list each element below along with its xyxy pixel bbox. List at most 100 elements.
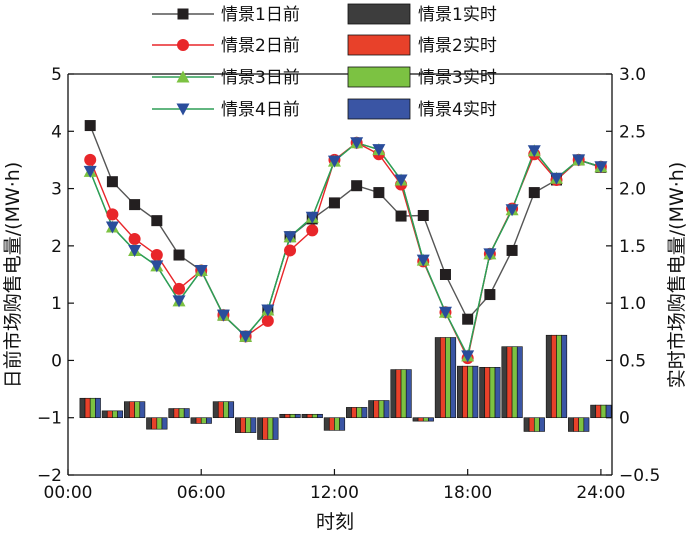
bar-e68385e699af1e5ae9ee697b6-h20 — [501, 346, 508, 419]
legend-label-e68385e699af2e697a5e5898d: 情景2日前 — [221, 36, 300, 56]
y-right-tick-label: −0.5 — [619, 466, 660, 486]
legend-marker-e68385e699af4e697a5e5898d — [176, 103, 190, 116]
legend-label-e68385e699af1e5ae9ee697b6: 情景1实时 — [418, 5, 497, 25]
point-e68385e699af1e697a5e5898d-h16 — [417, 209, 429, 221]
bar-e68385e699af2e5ae9ee697b6-h2 — [106, 410, 113, 419]
bar-e68385e699af4e5ae9ee697b6-h1 — [95, 397, 101, 419]
legend-label-e68385e699af4e5ae9ee697b6: 情景4实时 — [418, 100, 497, 120]
point-e68385e699af4e697a5e5898d-h12 — [327, 155, 341, 168]
bar-e68385e699af3e5ae9ee697b6-h5 — [178, 408, 185, 419]
bar-e68385e699af4e5ae9ee697b6-h8 — [250, 417, 257, 433]
bar-e68385e699af3e5ae9ee697b6-h24 — [600, 404, 607, 419]
point-e68385e699af4e697a5e5898d-h6 — [194, 264, 208, 277]
x-tick-label: 18:00 — [443, 483, 492, 503]
bar-e68385e699af2e5ae9ee697b6-h8 — [240, 417, 246, 433]
bar-e68385e699af3e5ae9ee697b6-h22 — [556, 334, 562, 419]
point-e68385e699af4e697a5e5898d-h17 — [438, 306, 452, 319]
bar-e68385e699af3e5ae9ee697b6-h3 — [134, 401, 141, 419]
point-e68385e699af1e697a5e5898d-h15 — [395, 210, 407, 222]
bar-e68385e699af1e5ae9ee697b6-h15 — [390, 369, 397, 419]
bar-e68385e699af4e5ae9ee697b6-h24 — [605, 404, 612, 419]
bar-e68385e699af3e5ae9ee697b6-h12 — [334, 417, 340, 431]
legend-label-e68385e699af4e697a5e5898d: 情景4日前 — [221, 100, 300, 120]
bar-e68385e699af2e5ae9ee697b6-h23 — [573, 417, 579, 432]
bar-e68385e699af3e5ae9ee697b6-h1 — [89, 397, 96, 419]
y-axis-left-label: 日前市场购售电量/(MW·h) — [2, 162, 24, 389]
legend-swatch-e68385e699af4e5ae9ee697b6 — [347, 98, 411, 120]
point-e68385e699af4e697a5e5898d-h18 — [461, 350, 475, 363]
bar-e68385e699af1e5ae9ee697b6-h6 — [190, 417, 197, 424]
point-e68385e699af2e697a5e5898d-h3 — [128, 232, 141, 245]
point-e68385e699af4e697a5e5898d-h11 — [305, 211, 319, 224]
point-e68385e699af4e697a5e5898d-h23 — [572, 154, 586, 167]
legend-label-e68385e699af1e697a5e5898d: 情景1日前 — [221, 5, 300, 25]
line-e68385e699af2e697a5e5898d — [89, 141, 602, 361]
point-e68385e699af1e697a5e5898d-h12 — [328, 197, 340, 209]
point-e68385e699af1e697a5e5898d-h19 — [484, 289, 496, 301]
bar-e68385e699af1e5ae9ee697b6-h10 — [279, 413, 286, 419]
point-e68385e699af2e697a5e5898d-h10 — [284, 244, 297, 257]
bar-e68385e699af4e5ae9ee697b6-h14 — [383, 400, 390, 419]
bar-e68385e699af2e5ae9ee697b6-h21 — [528, 417, 535, 432]
point-e68385e699af4e697a5e5898d-h21 — [527, 145, 541, 158]
point-e68385e699af1e697a5e5898d-h4 — [151, 215, 163, 227]
bar-e68385e699af3e5ae9ee697b6-h7 — [223, 401, 229, 419]
bar-e68385e699af1e5ae9ee697b6-h16 — [412, 417, 419, 422]
point-e68385e699af2e697a5e5898d-h2 — [106, 208, 119, 221]
bar-e68385e699af1e5ae9ee697b6-h4 — [146, 417, 152, 430]
bar-e68385e699af3e5ae9ee697b6-h13 — [356, 407, 363, 419]
y-left-tick-label: 1 — [51, 294, 62, 314]
bar-e68385e699af2e5ae9ee697b6-h1 — [84, 397, 91, 419]
x-axis-label: 时刻 — [316, 511, 354, 533]
bar-e68385e699af4e5ae9ee697b6-h23 — [583, 417, 590, 432]
bar-e68385e699af1e5ae9ee697b6-h22 — [545, 334, 552, 419]
point-e68385e699af1e697a5e5898d-h2 — [106, 176, 118, 188]
bar-e68385e699af2e5ae9ee697b6-h12 — [328, 417, 335, 431]
point-e68385e699af1e697a5e5898d-h21 — [528, 187, 540, 199]
y-right-tick-label: 1.5 — [619, 237, 646, 257]
y-left-tick-label: 0 — [51, 351, 62, 371]
line-e68385e699af1e697a5e5898d — [89, 125, 602, 338]
bar-e68385e699af3e5ae9ee697b6-h14 — [378, 400, 385, 419]
point-e68385e699af4e697a5e5898d-h15 — [394, 174, 408, 187]
bar-e68385e699af4e5ae9ee697b6-h21 — [539, 417, 545, 432]
x-tick-label: 12:00 — [310, 483, 359, 503]
bar-e68385e699af4e5ae9ee697b6-h11 — [317, 413, 323, 419]
point-e68385e699af4e697a5e5898d-h24 — [594, 161, 608, 174]
bar-e68385e699af4e5ae9ee697b6-h5 — [183, 408, 190, 419]
point-e68385e699af4e697a5e5898d-h13 — [350, 137, 364, 150]
line-e68385e699af3e697a5e5898d — [89, 141, 602, 358]
legend-swatch-e68385e699af3e5ae9ee697b6 — [347, 66, 411, 88]
tick-labels: 00:00 06:00 12:00 18:00 24:00 −2 −1 0 1 2 3 4 5 −0.5 0… — [37, 65, 660, 503]
legend-label-e68385e699af3e5ae9ee697b6: 情景3实时 — [418, 68, 497, 88]
y-right-tick-label: 1.0 — [619, 294, 646, 314]
bar-e68385e699af3e5ae9ee697b6-h21 — [533, 417, 540, 432]
bar-e68385e699af1e5ae9ee697b6-h8 — [235, 417, 241, 433]
legend-marker-e68385e699af1e697a5e5898d — [177, 8, 189, 20]
point-e68385e699af1e697a5e5898d-h18 — [462, 313, 474, 325]
bar-e68385e699af3e5ae9ee697b6-h6 — [200, 417, 207, 424]
point-e68385e699af2e697a5e5898d-h4 — [150, 249, 163, 262]
bar-e68385e699af1e5ae9ee697b6-h14 — [368, 400, 374, 419]
y-left-tick-label: 5 — [51, 65, 62, 85]
bar-e68385e699af4e5ae9ee697b6-h22 — [561, 334, 568, 419]
legend-label-e68385e699af3e697a5e5898d: 情景3日前 — [221, 68, 300, 88]
y-left-tick-label: 4 — [51, 122, 62, 142]
bar-e68385e699af3e5ae9ee697b6-h15 — [400, 369, 407, 419]
bar-e68385e699af4e5ae9ee697b6-h2 — [117, 410, 124, 419]
bar-e68385e699af1e5ae9ee697b6-h11 — [301, 413, 308, 419]
bar-e68385e699af2e5ae9ee697b6-h4 — [151, 417, 158, 430]
y-axis-right-label: 实时市场购售电量/(MW·h) — [666, 162, 688, 389]
bar-e68385e699af3e5ae9ee697b6-h20 — [511, 346, 518, 419]
bar-e68385e699af4e5ae9ee697b6-h20 — [516, 346, 523, 419]
bar-e68385e699af3e5ae9ee697b6-h9 — [267, 417, 274, 440]
bar-e68385e699af4e5ae9ee697b6-h7 — [228, 401, 235, 419]
point-e68385e699af1e697a5e5898d-h1 — [84, 120, 96, 132]
axes — [67, 73, 613, 476]
legend-label-e68385e699af2e5ae9ee697b6: 情景2实时 — [418, 36, 497, 56]
bar-e68385e699af3e5ae9ee697b6-h23 — [578, 417, 585, 432]
x-tick-label: 24:00 — [576, 483, 625, 503]
point-e68385e699af4e697a5e5898d-h7 — [216, 309, 230, 322]
